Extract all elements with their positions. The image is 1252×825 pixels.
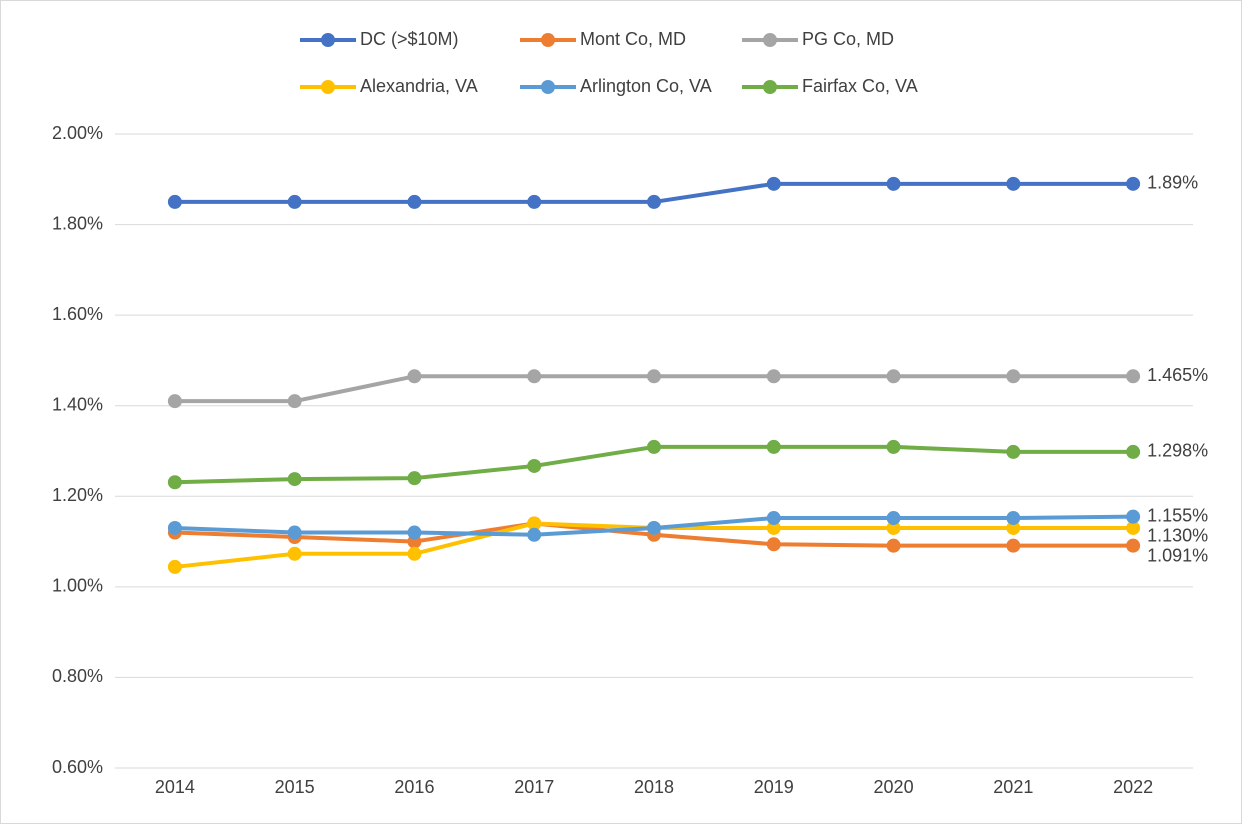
data-point bbox=[407, 194, 422, 209]
legend-label: PG Co, MD bbox=[802, 29, 894, 49]
data-point bbox=[766, 176, 781, 191]
data-point bbox=[766, 537, 781, 552]
data-label: 1.091% bbox=[1147, 545, 1208, 565]
data-point bbox=[886, 369, 901, 384]
data-point bbox=[287, 472, 302, 487]
data-point bbox=[527, 458, 542, 473]
data-point bbox=[527, 516, 542, 531]
data-point bbox=[1126, 538, 1141, 553]
data-point bbox=[167, 559, 182, 574]
data-label: 1.130% bbox=[1147, 525, 1208, 545]
data-label: 1.298% bbox=[1147, 441, 1208, 461]
data-point bbox=[407, 525, 422, 540]
data-point bbox=[407, 369, 422, 384]
data-point bbox=[1006, 520, 1021, 535]
data-point bbox=[647, 520, 661, 535]
data-point bbox=[287, 525, 302, 540]
data-point bbox=[167, 394, 182, 409]
data-point bbox=[527, 194, 542, 209]
data-point bbox=[766, 520, 781, 535]
y-tick-label: 1.00% bbox=[52, 576, 103, 596]
data-point bbox=[886, 511, 901, 526]
x-tick-label: 2019 bbox=[754, 777, 794, 797]
y-tick-label: 1.20% bbox=[52, 485, 103, 505]
data-point bbox=[886, 538, 901, 553]
legend-label: Arlington Co, VA bbox=[580, 76, 712, 96]
legend-label: Alexandria, VA bbox=[360, 76, 478, 96]
data-point bbox=[766, 439, 781, 454]
data-point bbox=[1126, 444, 1141, 459]
data-label: 1.89% bbox=[1147, 173, 1198, 193]
data-point bbox=[886, 176, 901, 191]
data-point bbox=[287, 546, 302, 561]
x-tick-label: 2021 bbox=[993, 777, 1033, 797]
data-point bbox=[167, 194, 182, 209]
x-tick-label: 2020 bbox=[874, 777, 914, 797]
legend-marker bbox=[321, 80, 335, 94]
data-point bbox=[1006, 511, 1021, 526]
data-point bbox=[407, 471, 422, 486]
data-point bbox=[407, 546, 422, 561]
y-tick-label: 1.60% bbox=[52, 304, 103, 324]
data-point bbox=[527, 527, 542, 542]
data-point bbox=[766, 369, 781, 384]
data-point bbox=[1126, 369, 1141, 384]
x-tick-label: 2015 bbox=[275, 777, 315, 797]
y-tick-label: 2.00% bbox=[52, 123, 103, 143]
legend-marker bbox=[763, 33, 777, 47]
legend-marker bbox=[321, 33, 335, 47]
data-point bbox=[647, 439, 661, 454]
legend-label: Fairfax Co, VA bbox=[802, 76, 918, 96]
data-point bbox=[1006, 369, 1021, 384]
legend-marker bbox=[541, 80, 555, 94]
data-point bbox=[1126, 509, 1141, 524]
legend-marker bbox=[541, 33, 555, 47]
data-point bbox=[167, 520, 182, 535]
x-tick-label: 2014 bbox=[155, 777, 195, 797]
data-point bbox=[287, 394, 302, 409]
legend-label: DC (>$10M) bbox=[360, 29, 459, 49]
data-point bbox=[527, 369, 542, 384]
data-label: 1.155% bbox=[1147, 505, 1208, 525]
x-tick-label: 2018 bbox=[634, 777, 674, 797]
y-tick-label: 0.60% bbox=[52, 757, 103, 777]
y-tick-label: 0.80% bbox=[52, 666, 103, 686]
data-point bbox=[167, 475, 182, 490]
data-point bbox=[886, 439, 901, 454]
data-point bbox=[1006, 176, 1021, 191]
legend-marker bbox=[763, 80, 777, 94]
x-tick-label: 2017 bbox=[514, 777, 554, 797]
data-label: 1.465% bbox=[1147, 365, 1208, 385]
data-point bbox=[1126, 520, 1141, 535]
legend-label: Mont Co, MD bbox=[580, 29, 686, 49]
data-point bbox=[1126, 176, 1141, 191]
data-point bbox=[766, 511, 781, 526]
data-point bbox=[647, 194, 661, 209]
data-point bbox=[287, 194, 302, 209]
x-tick-label: 2016 bbox=[394, 777, 434, 797]
data-point bbox=[647, 369, 661, 384]
y-tick-label: 1.40% bbox=[52, 394, 103, 414]
data-point bbox=[1006, 444, 1021, 459]
data-point bbox=[1006, 538, 1021, 553]
y-tick-label: 1.80% bbox=[52, 213, 103, 233]
data-point bbox=[886, 520, 901, 535]
x-tick-label: 2022 bbox=[1113, 777, 1153, 797]
